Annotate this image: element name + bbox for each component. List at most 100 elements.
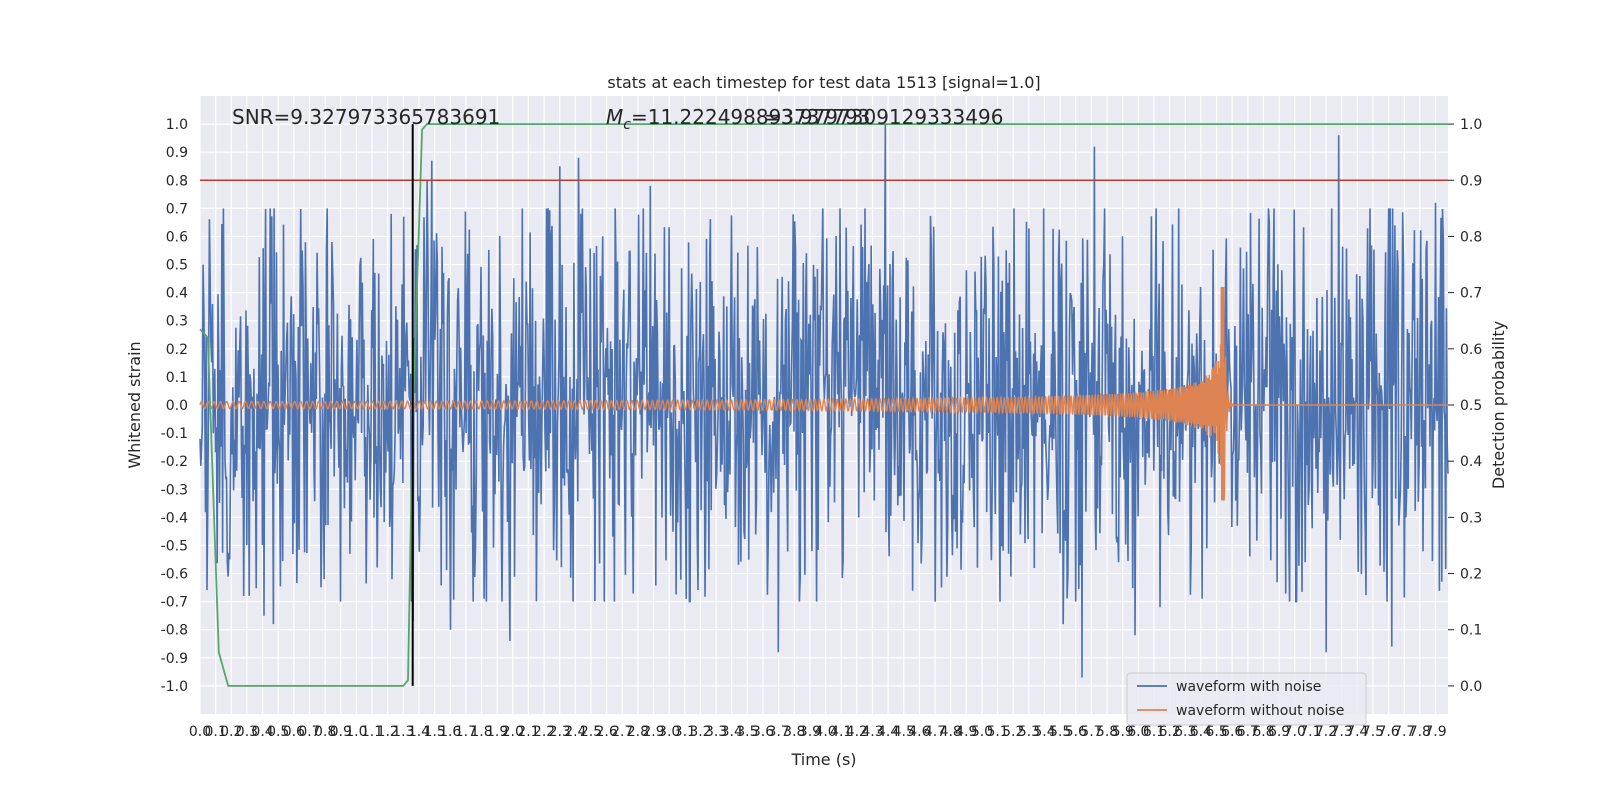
y-tick-label-left: 0.5 [166,258,188,274]
x-tick-label: 4.1 [830,724,852,740]
x-tick-label: 3.1 [674,724,696,740]
x-tick-label: 4.4 [877,724,899,740]
x-tick-label: 2.3 [549,724,571,740]
y-tick-label-right: 0.7 [1460,286,1482,302]
x-tick-label: 7.5 [1362,724,1384,740]
y-tick-label-right: 0.1 [1460,623,1482,639]
x-tick-label: 7.8 [1409,724,1431,740]
x-tick-label: 0.9 [330,724,352,740]
x-tick-label: 4.3 [861,724,883,740]
waveform-without-noise-line [199,286,1448,501]
x-tick-label: 2.2 [533,724,555,740]
y-tick-label-left: 0.7 [166,201,188,217]
x-tick-label: 3.9 [799,724,821,740]
x-tick-label: 5.0 [971,724,993,740]
x-tick-label: 4.7 [924,724,946,740]
y-tick-label-right: 0.2 [1460,567,1482,583]
x-tick-label: 5.7 [1080,724,1102,740]
y-tick-label-left: -0.2 [161,454,188,470]
series-waveform-without-noise [199,286,1448,501]
y-tick-label-left: -1.0 [161,679,188,695]
x-tick-label: 4.6 [908,724,930,740]
x-tick-label: 1.4 [408,724,430,740]
x-tick-label: 1.0 [345,724,367,740]
y-tick-label-left: -0.7 [161,595,188,611]
y-tick-label-right: 0.4 [1460,454,1482,470]
waveform-with-noise-line [199,124,1449,678]
x-tick-label: 6.0 [1127,724,1149,740]
x-tick-label: 5.1 [986,724,1008,740]
x-tick-label: 0.4 [251,724,273,740]
y-tick-label-left: -0.3 [161,482,188,498]
chart-title: stats at each timestep for test data 151… [607,73,1040,92]
x-tick-label: 6.4 [1190,724,1212,740]
x-tick-label: 3.7 [768,724,790,740]
x-tick-label: 4.5 [893,724,915,740]
y-tick-label-left: -0.9 [161,651,188,667]
x-tick-label: 3.5 [736,724,758,740]
legend-label-noise: waveform with noise [1176,679,1321,695]
x-tick-label: 0.5 [267,724,289,740]
snr-annotation: SNR=9.327973365783691 [232,105,500,129]
x-tick-label: 3.8 [783,724,805,740]
x-tick-label: 5.3 [1018,724,1040,740]
axis-ticks: 0.00.10.20.30.40.50.60.70.80.91.01.11.21… [161,117,1483,740]
y-tick-label-right: 0.6 [1460,342,1482,358]
x-tick-label: 6.9 [1268,724,1290,740]
x-tick-label: 2.8 [627,724,649,740]
y-tick-label-left: 0.1 [166,370,188,386]
y-tick-label-right: 0.8 [1460,229,1482,245]
x-tick-label: 6.6 [1221,724,1243,740]
y-tick-label-left: -0.1 [161,426,188,442]
x-tick-label: 2.9 [642,724,664,740]
y-tick-label-right: 0.0 [1460,679,1482,695]
x-tick-label: 6.1 [1143,724,1165,740]
x-tick-label: 2.6 [595,724,617,740]
y-tick-label-left: 0.6 [166,229,188,245]
x-tick-label: 5.4 [1033,724,1055,740]
x-tick-label: 0.0 [189,724,211,740]
x-tick-label: 3.6 [752,724,774,740]
chirp-mass-annotation: Mc=11.222498893737793 [606,105,870,133]
x-tick-label: 6.2 [1158,724,1180,740]
legend-box [1126,672,1367,726]
x-tick-label: 3.3 [705,724,727,740]
x-tick-label: 6.5 [1205,724,1227,740]
x-tick-label: 5.2 [1002,724,1024,740]
legend-label-clean: waveform without noise [1176,703,1344,719]
y-axis-label-right: Detection probability [1489,321,1508,489]
x-tick-label: 5.6 [1065,724,1087,740]
x-tick-label: 0.2 [220,724,242,740]
x-tick-label: 1.7 [455,724,477,740]
x-tick-label: 3.2 [689,724,711,740]
y-tick-label-left: -0.4 [161,510,188,526]
x-tick-label: 3.0 [658,724,680,740]
x-tick-label: 6.7 [1237,724,1259,740]
y-tick-label-left: -0.5 [161,538,188,554]
y-tick-label-left: 0.3 [166,314,188,330]
x-tick-label: 5.5 [1049,724,1071,740]
x-tick-label: 6.3 [1174,724,1196,740]
x-tick-label: 7.7 [1393,724,1415,740]
x-tick-label: 4.9 [955,724,977,740]
y-tick-label-left: 0.8 [166,173,188,189]
series-detection-probability [199,123,1448,687]
x-tick-label: 4.2 [846,724,868,740]
x-tick-label: 1.5 [423,724,445,740]
x-tick-label: 7.0 [1284,724,1306,740]
y-tick-label-right: 0.9 [1460,173,1482,189]
x-tick-label: 1.3 [392,724,414,740]
x-tick-label: 1.9 [486,724,508,740]
y-tick-label-left: 0.2 [166,342,188,358]
x-tick-label: 3.4 [721,724,743,740]
x-tick-label: 7.4 [1346,724,1368,740]
x-tick-label: 1.8 [470,724,492,740]
y-tick-label-left: 1.0 [166,117,188,133]
chirp-mass-subscript: c [623,117,631,133]
x-tick-label: 6.8 [1252,724,1274,740]
y-tick-label-right: 1.0 [1460,117,1482,133]
x-tick-label: 0.7 [298,724,320,740]
x-tick-label: 0.8 [314,724,336,740]
x-tick-label: 0.3 [236,724,258,740]
chirp-mass-value: =11.222498893737793 [631,105,870,129]
